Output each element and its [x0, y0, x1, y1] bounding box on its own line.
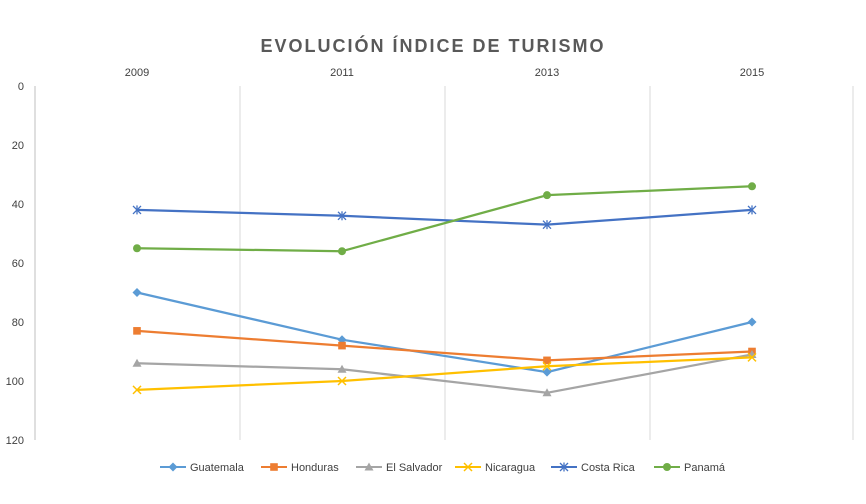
data-point-el-salvador [542, 388, 552, 397]
data-point-nicaragua [747, 352, 757, 362]
legend-label: Costa Rica [581, 462, 636, 474]
data-point-nicaragua [132, 385, 142, 395]
x-tick-label: 2013 [535, 67, 559, 79]
series-panam [133, 182, 756, 256]
y-tick-label: 100 [6, 376, 24, 388]
data-point-honduras [338, 341, 346, 350]
data-point-guatemala [132, 288, 142, 297]
data-point-honduras [543, 356, 551, 365]
legend-marker [463, 462, 473, 472]
legend-marker [663, 463, 671, 471]
series-line-guatemala [135, 291, 754, 374]
legend-item-costa-rica: Costa Rica [551, 462, 636, 474]
axis-layer: 0 20 40 60 80 100 120 2009 2011 2013 2015 [6, 67, 765, 447]
chart-title: EVOLUCIÓN ÍNDICE DE TURISMO [260, 35, 605, 56]
legend-item-el-salvador: El Salvador [356, 462, 443, 474]
data-point-guatemala [542, 367, 552, 377]
legend-label: El Salvador [386, 462, 443, 474]
y-tick-label: 0 [18, 81, 24, 93]
y-tick-label: 20 [12, 140, 24, 152]
series-costa-rica [132, 205, 757, 230]
data-point-costa-rica [132, 205, 142, 215]
data-point-panam [133, 244, 141, 253]
data-point-honduras [133, 327, 141, 335]
series-nicaragua [132, 352, 757, 395]
y-tick-label: 120 [6, 435, 24, 447]
x-tick-label: 2011 [330, 67, 354, 79]
y-tick-label: 80 [12, 317, 24, 329]
legend-label: Panamá [684, 462, 726, 474]
series-layer [132, 182, 757, 397]
data-point-panam [748, 182, 756, 191]
data-point-guatemala [747, 317, 757, 327]
legend-item-honduras: Honduras [261, 462, 339, 474]
y-tick-label: 60 [12, 258, 24, 270]
data-point-el-salvador [337, 364, 347, 373]
legend-label: Nicaragua [485, 462, 536, 474]
y-tick-label: 40 [12, 199, 24, 211]
x-tick-label: 2009 [125, 67, 149, 79]
legend-marker [559, 462, 569, 472]
data-point-nicaragua [542, 361, 552, 371]
data-point-panam [543, 191, 551, 200]
series-line-honduras [135, 329, 754, 362]
legend-label: Guatemala [190, 462, 245, 474]
series-line-panam [135, 185, 754, 253]
series-line-costa-rica [135, 208, 754, 226]
data-point-nicaragua [337, 376, 347, 386]
legend-marker [364, 462, 374, 471]
legend-label: Honduras [291, 462, 339, 474]
data-point-el-salvador [132, 358, 142, 367]
data-point-panam [338, 247, 346, 256]
legend-item-guatemala: Guatemala [160, 462, 245, 474]
legend-marker [168, 462, 178, 472]
data-point-costa-rica [337, 211, 347, 221]
series-line-nicaragua [135, 356, 754, 391]
data-point-costa-rica [542, 220, 552, 230]
series-line-el-salvador [135, 353, 754, 394]
grid-layer [34, 86, 854, 440]
legend-item-panam: Panamá [654, 462, 726, 474]
data-point-costa-rica [747, 205, 757, 215]
legend: Guatemala Honduras El Salvador Nicaragua Cos… [160, 462, 726, 474]
legend-item-nicaragua: Nicaragua [455, 462, 536, 474]
x-tick-label: 2015 [740, 67, 764, 79]
legend-marker [270, 463, 278, 471]
